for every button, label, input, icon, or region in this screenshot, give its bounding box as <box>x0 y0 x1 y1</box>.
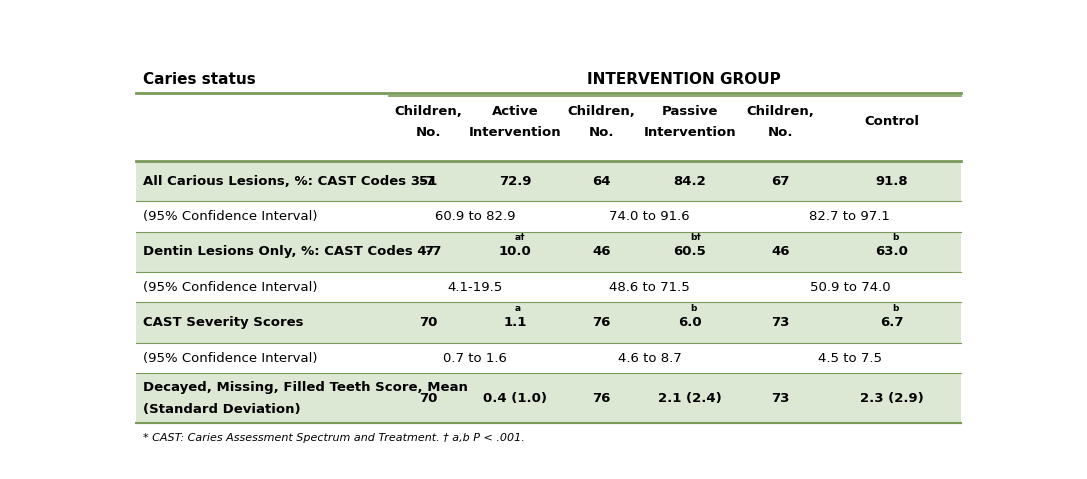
Text: 67: 67 <box>771 174 789 188</box>
Text: 10.0: 10.0 <box>499 245 532 258</box>
Text: 4.6 to 8.7: 4.6 to 8.7 <box>617 352 682 365</box>
Text: 60.5: 60.5 <box>673 245 707 258</box>
Text: No.: No. <box>588 125 614 138</box>
Text: Intervention: Intervention <box>644 125 736 138</box>
Text: 1.1a: 1.1a <box>499 316 532 329</box>
Text: Children,: Children, <box>747 105 814 118</box>
Text: 50.9 to 74.0: 50.9 to 74.0 <box>810 281 890 294</box>
Text: 70: 70 <box>420 316 438 329</box>
Text: b: b <box>690 304 696 313</box>
Text: 4.5 to 7.5: 4.5 to 7.5 <box>817 352 882 365</box>
Text: INTERVENTION GROUP: INTERVENTION GROUP <box>587 72 780 87</box>
Text: 4.1-19.5: 4.1-19.5 <box>448 281 502 294</box>
Text: 73: 73 <box>771 392 789 405</box>
Bar <box>136 231 961 272</box>
Text: 63.0: 63.0 <box>875 245 909 258</box>
Text: 82.7 to 97.1: 82.7 to 97.1 <box>810 210 890 223</box>
Text: Caries status: Caries status <box>142 72 255 87</box>
Text: 7: 7 <box>424 245 434 258</box>
Text: 6.0: 6.0 <box>678 316 701 329</box>
Text: 70: 70 <box>420 392 438 405</box>
Text: All Carious Lesions, %: CAST Codes 3-7: All Carious Lesions, %: CAST Codes 3-7 <box>142 174 435 188</box>
Text: a†: a† <box>515 233 526 242</box>
Text: 74.0 to 91.6: 74.0 to 91.6 <box>610 210 690 223</box>
Text: 60.5b†: 60.5b† <box>665 245 714 258</box>
Text: * CAST: Caries Assessment Spectrum and Treatment. † a,b P < .001.: * CAST: Caries Assessment Spectrum and T… <box>142 433 524 443</box>
Text: No.: No. <box>416 125 441 138</box>
Text: 63.0b: 63.0b <box>871 245 913 258</box>
Bar <box>136 373 961 423</box>
Text: 6.7: 6.7 <box>880 316 903 329</box>
Text: b: b <box>892 233 898 242</box>
Bar <box>136 201 961 231</box>
Text: 48.6 to 71.5: 48.6 to 71.5 <box>610 281 690 294</box>
Text: b†: b† <box>690 233 701 242</box>
Text: 51: 51 <box>420 174 438 188</box>
Bar <box>136 161 961 201</box>
Text: 72.9: 72.9 <box>499 174 532 188</box>
Text: (Standard Deviation): (Standard Deviation) <box>142 403 300 416</box>
Text: 0.4 (1.0): 0.4 (1.0) <box>483 392 547 405</box>
Text: 64: 64 <box>592 174 611 188</box>
Text: 1.1: 1.1 <box>503 316 527 329</box>
Text: 0.7 to 1.6: 0.7 to 1.6 <box>443 352 507 365</box>
Text: 46: 46 <box>592 245 611 258</box>
Text: CAST Severity Scores: CAST Severity Scores <box>142 316 303 329</box>
Text: 2.1 (2.4): 2.1 (2.4) <box>658 392 722 405</box>
Text: (95% Confidence Interval): (95% Confidence Interval) <box>142 352 317 365</box>
Text: Passive: Passive <box>662 105 717 118</box>
Text: No.: No. <box>767 125 794 138</box>
Text: Control: Control <box>864 115 920 128</box>
Bar <box>136 302 961 343</box>
Text: 60.9 to 82.9: 60.9 to 82.9 <box>435 210 515 223</box>
Text: 2.3 (2.9): 2.3 (2.9) <box>860 392 924 405</box>
Text: 6.0b: 6.0b <box>673 316 707 329</box>
Text: 84.2: 84.2 <box>673 174 707 188</box>
Text: a: a <box>515 304 521 313</box>
Text: (95% Confidence Interval): (95% Confidence Interval) <box>142 281 317 294</box>
Text: 91.8: 91.8 <box>876 174 909 188</box>
Text: Active: Active <box>491 105 538 118</box>
Text: Children,: Children, <box>567 105 635 118</box>
Text: 10.0a†: 10.0a† <box>490 245 539 258</box>
Text: b: b <box>892 304 898 313</box>
Bar <box>136 272 961 302</box>
Text: Children,: Children, <box>395 105 463 118</box>
Text: Intervention: Intervention <box>468 125 561 138</box>
Text: 73: 73 <box>771 316 789 329</box>
Bar <box>136 343 961 373</box>
Text: 6.7b: 6.7b <box>875 316 909 329</box>
Text: Dentin Lesions Only, %: CAST Codes 4-7: Dentin Lesions Only, %: CAST Codes 4-7 <box>142 245 441 258</box>
Text: 46: 46 <box>771 245 789 258</box>
Text: 76: 76 <box>592 316 611 329</box>
Text: 76: 76 <box>592 392 611 405</box>
Text: (95% Confidence Interval): (95% Confidence Interval) <box>142 210 317 223</box>
Text: Decayed, Missing, Filled Teeth Score, Mean: Decayed, Missing, Filled Teeth Score, Me… <box>142 380 467 394</box>
